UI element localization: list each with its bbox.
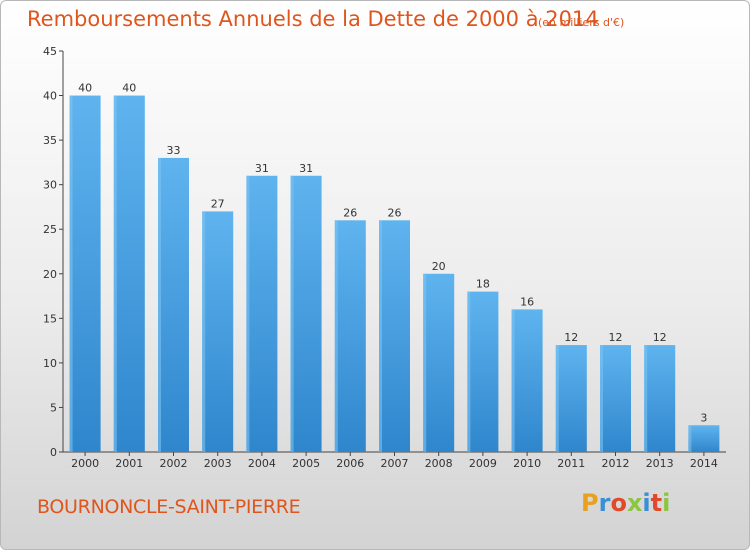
y-tick-label: 30 bbox=[43, 179, 57, 192]
x-tick-label: 2004 bbox=[248, 457, 276, 470]
logo-letter: o bbox=[610, 489, 627, 517]
x-tick-label: 2000 bbox=[71, 457, 99, 470]
bar-highlight bbox=[290, 175, 294, 452]
bar-value-label: 40 bbox=[78, 82, 92, 95]
bar bbox=[511, 309, 543, 452]
bar-value-label: 40 bbox=[122, 82, 136, 95]
logo-letter: P bbox=[581, 489, 599, 517]
x-tick-label: 2006 bbox=[336, 457, 364, 470]
bar-value-label: 26 bbox=[343, 206, 357, 219]
bar-highlight bbox=[379, 220, 382, 452]
bar-highlight bbox=[334, 220, 338, 452]
bar-highlight bbox=[202, 211, 206, 452]
bar-value-label: 12 bbox=[653, 331, 667, 344]
y-tick-label: 10 bbox=[43, 357, 57, 370]
bar-value-label: 31 bbox=[299, 162, 313, 175]
y-tick-label: 35 bbox=[43, 134, 57, 147]
y-tick-label: 45 bbox=[43, 45, 57, 58]
x-tick-label: 2002 bbox=[160, 457, 188, 470]
bar-highlight bbox=[113, 95, 117, 453]
logo-letter: i bbox=[662, 489, 671, 517]
bar bbox=[69, 95, 101, 453]
bar-value-label: 31 bbox=[255, 162, 269, 175]
bar bbox=[555, 345, 587, 452]
bar-highlight bbox=[467, 291, 471, 452]
x-tick-label: 2005 bbox=[292, 457, 320, 470]
y-tick-label: 20 bbox=[43, 268, 57, 281]
bar-value-label: 12 bbox=[609, 331, 623, 344]
bar-highlight bbox=[688, 425, 692, 452]
y-tick-label: 40 bbox=[43, 90, 57, 103]
chart-title: Remboursements Annuels de la Dette de 20… bbox=[27, 7, 599, 31]
proxiti-logo[interactable]: Proxiti bbox=[581, 489, 670, 517]
y-tick-label: 15 bbox=[43, 312, 57, 325]
logo-letter: t bbox=[650, 489, 663, 517]
x-tick-label: 2009 bbox=[469, 457, 497, 470]
bar-value-label: 12 bbox=[564, 331, 578, 344]
logo-letter: i bbox=[642, 489, 651, 517]
x-tick-label: 2014 bbox=[690, 457, 718, 470]
bar-highlight bbox=[600, 345, 603, 452]
x-tick-label: 2011 bbox=[557, 457, 585, 470]
bar bbox=[600, 345, 631, 452]
logo-letter: x bbox=[626, 489, 643, 517]
bar bbox=[246, 175, 278, 452]
bar-value-label: 16 bbox=[520, 295, 534, 308]
bar-highlight bbox=[511, 309, 515, 452]
bar bbox=[334, 220, 366, 452]
bar bbox=[688, 425, 720, 452]
bar bbox=[467, 291, 499, 452]
bar-value-label: 20 bbox=[432, 260, 446, 273]
bar bbox=[423, 273, 455, 452]
commune-name: BOURNONCLE-SAINT-PIERRE bbox=[37, 496, 301, 518]
x-tick-label: 2010 bbox=[513, 457, 541, 470]
x-tick-label: 2001 bbox=[115, 457, 143, 470]
logo-letter: r bbox=[598, 489, 611, 517]
bar-value-label: 27 bbox=[211, 197, 225, 210]
bar-value-label: 18 bbox=[476, 278, 490, 291]
bar-value-label: 26 bbox=[388, 206, 402, 219]
y-tick-label: 25 bbox=[43, 223, 57, 236]
bar bbox=[644, 345, 676, 452]
bar-highlight bbox=[644, 345, 648, 452]
x-tick-label: 2008 bbox=[425, 457, 453, 470]
bar-highlight bbox=[246, 175, 250, 452]
bar bbox=[290, 175, 322, 452]
x-tick-label: 2012 bbox=[602, 457, 630, 470]
x-tick-label: 2003 bbox=[204, 457, 232, 470]
bar-value-label: 33 bbox=[167, 144, 181, 157]
y-tick-label: 5 bbox=[50, 401, 57, 414]
bar-highlight bbox=[555, 345, 559, 452]
bar-value-label: 3 bbox=[700, 411, 707, 424]
bar-highlight bbox=[69, 95, 73, 453]
bar bbox=[158, 157, 189, 452]
chart-unit-note: (en milliers d'€) bbox=[538, 16, 625, 29]
bar bbox=[202, 211, 234, 452]
x-tick-label: 2007 bbox=[381, 457, 409, 470]
bar-highlight bbox=[423, 273, 427, 452]
x-tick-label: 2013 bbox=[646, 457, 674, 470]
bar bbox=[379, 220, 410, 452]
y-tick-label: 0 bbox=[50, 446, 57, 459]
bar-highlight bbox=[158, 157, 161, 452]
bar bbox=[113, 95, 145, 453]
